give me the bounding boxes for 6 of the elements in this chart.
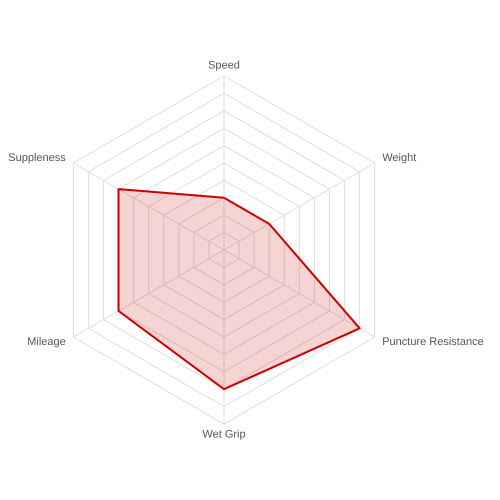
spoke-label: Mileage [27,336,66,348]
spoke-label: Suppleness [8,152,66,164]
spoke-label: Puncture Resistance [382,336,484,348]
spoke-label: Wet Grip [202,428,246,440]
spoke-label: Speed [208,60,240,72]
spoke-label: Weight [382,152,416,164]
